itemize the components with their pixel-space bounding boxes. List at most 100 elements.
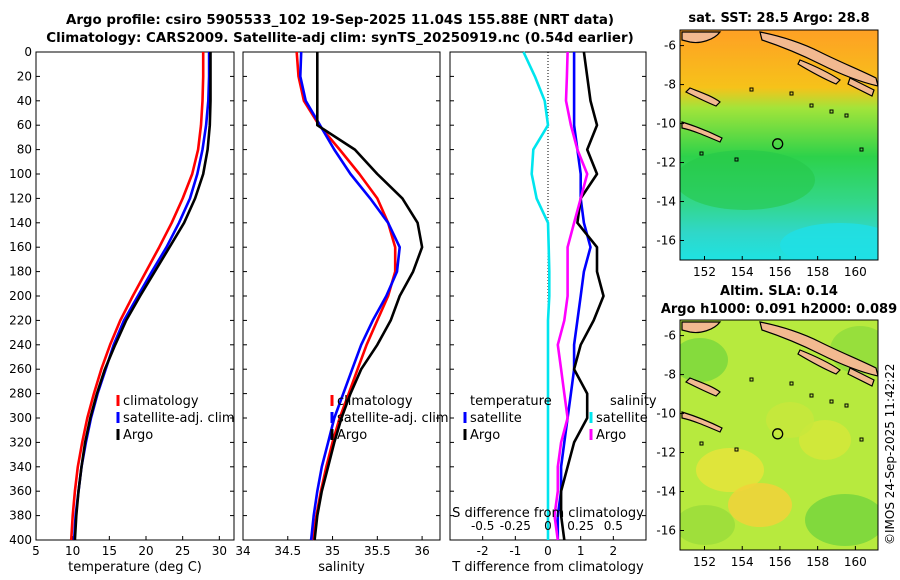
temperature-xtick-label: 25: [175, 544, 190, 558]
temperature-legend-label: climatology: [123, 394, 199, 409]
temperature-series-climatology: [69, 52, 205, 541]
sst-reef-marker: [844, 113, 849, 118]
sla-map-panel: Altim. SLA: 0.14 Argo h1000: 0.091 h2000:…: [656, 284, 897, 569]
sst-map-ytick-label: -12: [656, 156, 676, 170]
temperature-ytick-label: 320: [9, 435, 32, 449]
sst-land-island: [847, 77, 875, 97]
difference-temperature-legend-label: satellite: [470, 411, 522, 426]
sla-field-patch: [696, 448, 764, 492]
salinity-diff-tick-label: 0.5: [604, 519, 623, 533]
sst-map-ytick-label: -6: [664, 39, 676, 53]
sla-map-title: Altim. SLA: 0.14: [720, 284, 838, 299]
sla-map-xtick-label: 154: [731, 555, 754, 569]
differences-xtick-label: 0: [544, 544, 552, 558]
sst-reef-marker: [789, 91, 794, 96]
sst-land-island: [681, 31, 722, 44]
salinity-panel: 34 34.5 35 35.5 36 salinity climatology satelli…: [235, 51, 449, 575]
sla-map-ytick-label: -10: [656, 407, 676, 421]
sst-field-patch: [680, 150, 815, 210]
sst-map-frame: [679, 29, 879, 261]
difference-salinity-satellite: [522, 51, 551, 540]
sst-map-ytick-label: -14: [656, 195, 676, 209]
sla-reef-marker: [699, 441, 704, 446]
temperature-ytick-label: 140: [9, 216, 32, 230]
salinity-legend-label: satellite-adj. clim: [337, 411, 449, 426]
sst-land-island: [681, 121, 723, 143]
sla-land-island: [847, 367, 875, 387]
sst-land-island: [797, 59, 841, 85]
sla-field-patch: [805, 494, 878, 546]
temperature-ytick-label: 380: [9, 509, 32, 523]
temperature-ytick-label: 180: [9, 265, 32, 279]
differences-xtick-label: 2: [610, 544, 618, 558]
temperature-panel: 5 10 15 20 25 3002040608010012014016018020022…: [9, 45, 235, 575]
temperature-ytick-label: 80: [17, 143, 32, 157]
temperature-ytick-label: 60: [17, 118, 32, 132]
sla-field-patch: [728, 483, 792, 527]
sst-map-xtick-label: 158: [806, 265, 829, 279]
sla-land-island: [681, 411, 723, 433]
sla-reef-marker: [809, 393, 814, 398]
sst-reef-marker: [749, 87, 754, 92]
difference-temperature-legend-label: Argo: [470, 428, 500, 443]
difference-salinity-legend-label: Argo: [596, 428, 626, 443]
salinity-xtick-label: 35.5: [364, 544, 391, 558]
salinity-diff-tick-label: 0.25: [567, 519, 594, 533]
salinity-diff-axis-label: S difference from climatology: [452, 506, 644, 521]
difference-salinity-argo: [553, 51, 589, 541]
salinity-diff-tick-label: 0: [544, 519, 552, 533]
sla-map-ytick-label: -14: [656, 485, 676, 499]
sla-argo-marker: [772, 428, 784, 440]
temperature-ytick-label: 100: [9, 167, 32, 181]
sla-land-island: [759, 321, 878, 377]
sst-reef-marker: [809, 103, 814, 108]
difference-panel: -2 -1 0 1 2 T difference from climatology -0.5…: [449, 51, 657, 575]
figure-title-line2: Climatology: CARS2009. Satellite-adj cli…: [46, 31, 634, 46]
temperature-ytick-label: 280: [9, 387, 32, 401]
temperature-legend-label: Argo: [123, 428, 153, 443]
sst-map-field: [680, 30, 878, 260]
sla-field-patch: [680, 338, 728, 382]
temperature-series-argo: [73, 52, 212, 541]
sst-map-xtick-label: 156: [768, 265, 791, 279]
temperature-xtick-label: 5: [32, 544, 40, 558]
temperature-ytick-label: 300: [9, 411, 32, 425]
temperature-ytick-label: 260: [9, 362, 32, 376]
sst-map-xtick-label: 160: [844, 265, 867, 279]
sst-reef-marker: [829, 109, 834, 114]
difference-temperature-satellite: [556, 52, 592, 540]
sst-map-ytick-label: -16: [656, 234, 676, 248]
sla-reef-marker: [859, 437, 864, 442]
salinity-xtick-label: 35: [325, 544, 340, 558]
sst-land-island: [684, 87, 721, 107]
differences-xtick-label: -1: [509, 544, 521, 558]
sla-land-island: [684, 377, 721, 397]
salinity-xlabel: salinity: [318, 560, 365, 575]
sla-map-ytick-label: -12: [656, 446, 676, 460]
sla-reef-marker: [844, 403, 849, 408]
sla-reef-marker: [789, 381, 794, 386]
temperature-ytick-label: 200: [9, 289, 32, 303]
sla-map-field: [680, 320, 878, 550]
sla-map-subtitle: Argo h1000: 0.091 h2000: 0.089: [661, 302, 897, 317]
sla-map-xtick-label: 152: [693, 555, 716, 569]
sla-land-island: [681, 321, 722, 334]
sst-land-island: [759, 31, 878, 87]
sla-map-ytick-label: -8: [664, 368, 676, 382]
salinity-diff-tick-label: -0.25: [500, 519, 531, 533]
temperature-xtick-label: 15: [102, 544, 117, 558]
sst-map-xtick-label: 152: [693, 265, 716, 279]
sst-map-title: sat. SST: 28.5 Argo: 28.8: [688, 11, 869, 26]
sla-field-patch: [680, 505, 735, 545]
sla-reef-marker: [734, 447, 739, 452]
temperature-ytick-label: 160: [9, 240, 32, 254]
salinity-xtick-label: 34.5: [274, 544, 301, 558]
salinity-legend-title: salinity: [610, 394, 657, 409]
sst-map-panel: sat. SST: 28.5 Argo: 28.8 152 154 156 158 160…: [656, 11, 879, 279]
salinity-xtick-label: 34: [235, 544, 250, 558]
temperature-axes-box: [35, 51, 235, 541]
salinity-legend-label: Argo: [337, 428, 367, 443]
difference-temperature-argo: [559, 51, 605, 541]
sla-map-xtick-label: 158: [806, 555, 829, 569]
